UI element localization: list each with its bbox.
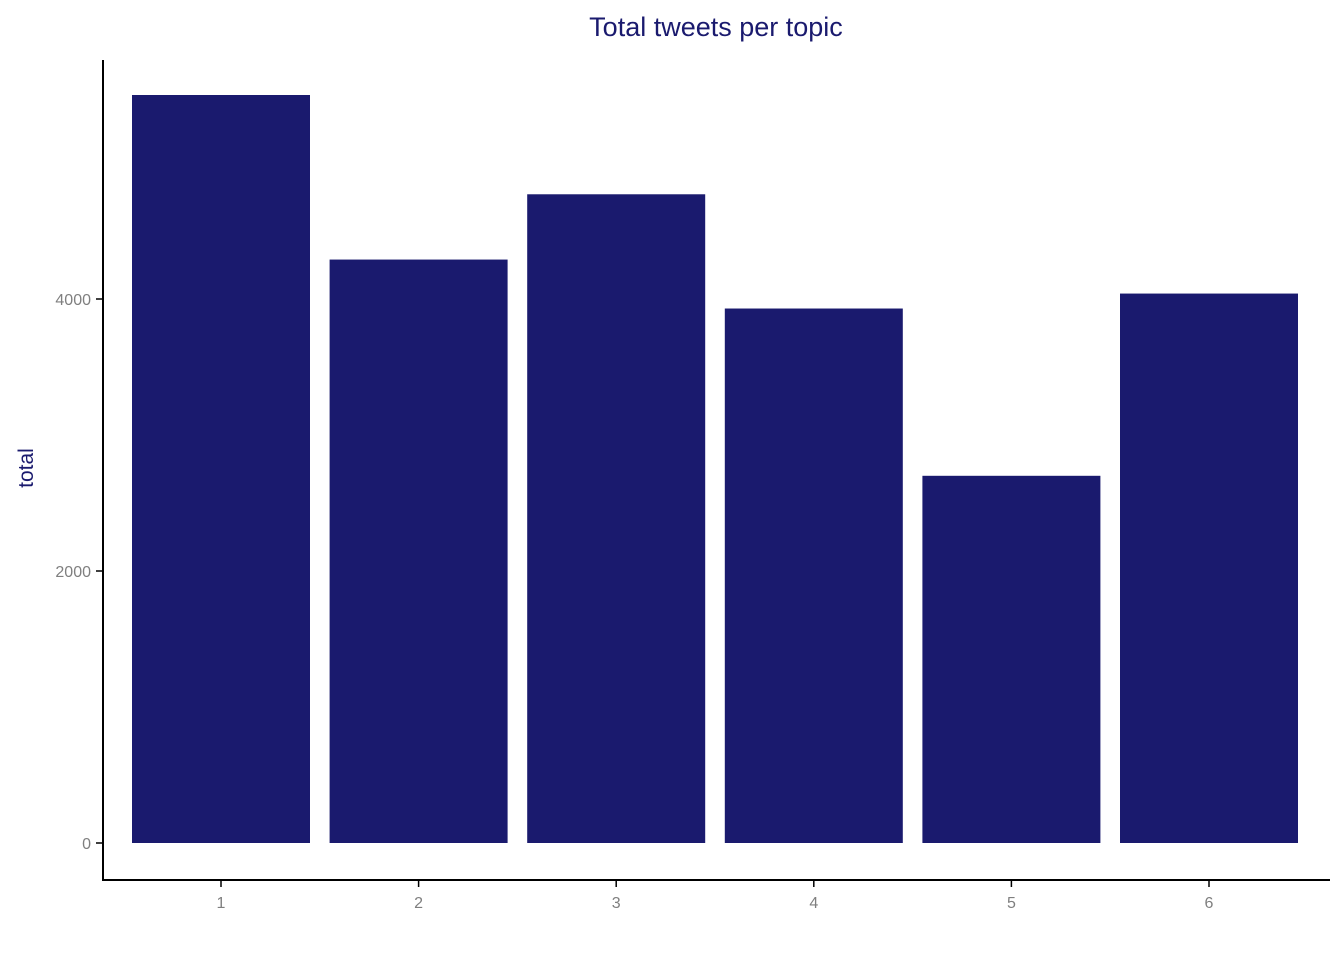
y-tick-label: 2000 <box>55 564 91 581</box>
bar-topic-1 <box>132 95 310 843</box>
x-tick-label: 2 <box>414 895 423 912</box>
chart-title: Total tweets per topic <box>589 12 843 42</box>
x-tick-label: 3 <box>612 895 621 912</box>
bar-topic-5 <box>922 475 1101 843</box>
y-ticks-group: 0 2000 4000 <box>55 292 103 853</box>
x-tick-label: 1 <box>217 895 226 912</box>
bars-group <box>132 95 1298 843</box>
x-tick-label: 4 <box>809 895 818 912</box>
bar-topic-6 <box>1120 293 1298 843</box>
y-tick-label: 0 <box>82 836 91 853</box>
bar-topic-4 <box>724 308 903 843</box>
bar-topic-2 <box>329 259 508 843</box>
x-tick-label: 5 <box>1007 895 1016 912</box>
y-axis-label: total <box>15 448 38 488</box>
y-tick-label: 4000 <box>55 292 91 309</box>
x-tick-label: 6 <box>1205 895 1214 912</box>
x-ticks-group: 1 2 3 4 5 6 <box>217 880 1214 912</box>
bar-topic-3 <box>527 194 706 843</box>
